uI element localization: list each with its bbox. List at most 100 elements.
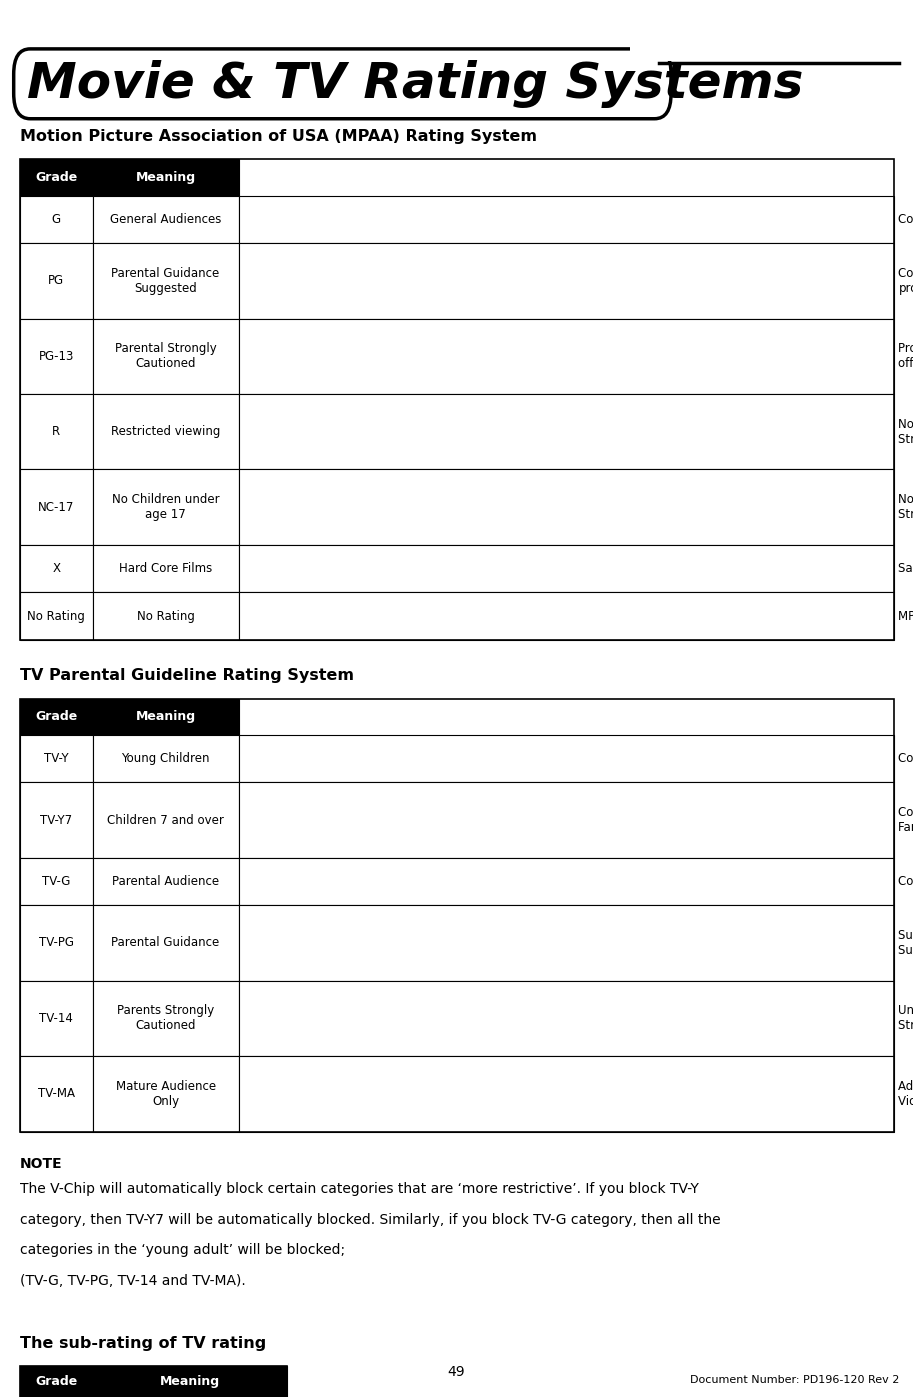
FancyBboxPatch shape bbox=[14, 49, 671, 119]
Bar bbox=[92, 905, 238, 981]
Bar bbox=[238, 243, 894, 319]
Text: The sub-rating of TV rating: The sub-rating of TV rating bbox=[20, 1336, 267, 1351]
Text: Parental Audience: Parental Audience bbox=[112, 875, 219, 888]
Bar bbox=[238, 319, 894, 394]
Text: Grade: Grade bbox=[36, 1375, 78, 1389]
Text: Same as NC-17 rating.: Same as NC-17 rating. bbox=[898, 562, 913, 576]
Text: Content not offensive to most viewers: Content not offensive to most viewers bbox=[898, 212, 913, 226]
Bar bbox=[92, 858, 238, 905]
Bar bbox=[20, 545, 92, 592]
Text: TV-PG: TV-PG bbox=[39, 936, 74, 950]
Text: TV-MA: TV-MA bbox=[37, 1087, 75, 1101]
Text: NOTE: NOTE bbox=[20, 1157, 63, 1171]
Bar bbox=[20, 698, 92, 735]
Text: 49: 49 bbox=[447, 1365, 466, 1379]
Bar bbox=[20, 394, 92, 469]
Text: Program is inappropriate for preteens, with a greater degree of
offensive materi: Program is inappropriate for preteens, w… bbox=[898, 342, 913, 370]
Text: Children 7 and over: Children 7 and over bbox=[107, 813, 224, 827]
Text: G: G bbox=[52, 212, 61, 226]
Bar bbox=[92, 698, 238, 735]
Bar bbox=[92, 1366, 287, 1397]
Text: Document Number: PD196-120 Rev 2: Document Number: PD196-120 Rev 2 bbox=[690, 1375, 899, 1386]
Text: Parental Guidance: Parental Guidance bbox=[111, 936, 220, 950]
Bar bbox=[238, 905, 894, 981]
Bar bbox=[20, 782, 92, 858]
Text: Grade: Grade bbox=[36, 170, 78, 184]
Bar bbox=[20, 469, 92, 545]
Bar bbox=[238, 545, 894, 592]
Text: TV-14: TV-14 bbox=[39, 1011, 73, 1025]
Bar bbox=[20, 592, 92, 640]
Bar bbox=[92, 196, 238, 243]
Text: Motion Picture Association of USA (MPAA) Rating System: Motion Picture Association of USA (MPAA)… bbox=[20, 129, 537, 144]
Bar bbox=[92, 159, 238, 196]
Text: No Children under
age 17: No Children under age 17 bbox=[111, 493, 219, 521]
Bar bbox=[92, 319, 238, 394]
Bar bbox=[20, 1366, 287, 1397]
Bar bbox=[238, 394, 894, 469]
Text: Young Children: Young Children bbox=[121, 752, 210, 766]
Bar bbox=[92, 469, 238, 545]
Text: TV Parental Guideline Rating System: TV Parental Guideline Rating System bbox=[20, 668, 354, 683]
Text: TV-Y: TV-Y bbox=[44, 752, 68, 766]
Text: Meaning: Meaning bbox=[160, 1375, 220, 1389]
Text: Considered suitable for children over 7, may contain
Fantasy Violence Scenes.: Considered suitable for children over 7,… bbox=[898, 806, 913, 834]
Text: TV-G: TV-G bbox=[42, 875, 70, 888]
Bar bbox=[238, 735, 894, 782]
Text: Content not offensive to most viewers: Content not offensive to most viewers bbox=[898, 752, 913, 766]
Bar bbox=[238, 782, 894, 858]
Bar bbox=[20, 735, 92, 782]
Bar bbox=[238, 196, 894, 243]
Bar bbox=[20, 159, 92, 196]
Text: PG-13: PG-13 bbox=[38, 349, 74, 363]
Text: The V-Chip will automatically block certain categories that are ‘more restrictiv: The V-Chip will automatically block cert… bbox=[20, 1182, 699, 1196]
Text: PG: PG bbox=[48, 274, 65, 288]
Text: Hard Core Films: Hard Core Films bbox=[119, 562, 212, 576]
Text: Parental Guidance
Suggested: Parental Guidance Suggested bbox=[111, 267, 220, 295]
Text: General Audiences: General Audiences bbox=[110, 212, 221, 226]
Bar bbox=[20, 243, 92, 319]
Text: Grade: Grade bbox=[36, 710, 78, 724]
Text: Movie & TV Rating Systems: Movie & TV Rating Systems bbox=[27, 60, 803, 108]
Bar bbox=[92, 592, 238, 640]
Bar bbox=[238, 469, 894, 545]
Bar bbox=[20, 1056, 92, 1132]
Text: categories in the ‘young adult’ will be blocked;: categories in the ‘young adult’ will be … bbox=[20, 1243, 345, 1257]
Bar bbox=[20, 698, 894, 1132]
Bar bbox=[238, 1056, 894, 1132]
Text: Meaning: Meaning bbox=[135, 170, 195, 184]
Bar bbox=[20, 1366, 92, 1397]
Bar bbox=[20, 319, 92, 394]
Text: MPAA Not Rated: MPAA Not Rated bbox=[898, 609, 913, 623]
Bar bbox=[92, 735, 238, 782]
Bar bbox=[20, 159, 894, 640]
Bar bbox=[92, 394, 238, 469]
Text: category, then TV-Y7 will be automatically blocked. Similarly, if you block TV-G: category, then TV-Y7 will be automatical… bbox=[20, 1213, 720, 1227]
Text: Considered suitable for all audiences; children may watch unattended.: Considered suitable for all audiences; c… bbox=[898, 875, 913, 888]
Text: Parents Strongly
Cautioned: Parents Strongly Cautioned bbox=[117, 1004, 215, 1032]
Bar bbox=[92, 782, 238, 858]
Bar bbox=[92, 981, 238, 1056]
Text: X: X bbox=[52, 562, 60, 576]
Bar bbox=[238, 592, 894, 640]
Text: Restricted viewing: Restricted viewing bbox=[110, 425, 220, 439]
Text: Content is such that parents may not want their children to view the
program.: Content is such that parents may not wan… bbox=[898, 267, 913, 295]
Bar bbox=[20, 858, 92, 905]
Text: TV-Y7: TV-Y7 bbox=[40, 813, 72, 827]
Text: Parental Strongly
Cautioned: Parental Strongly Cautioned bbox=[115, 342, 216, 370]
Bar bbox=[630, 45, 703, 61]
Text: Not for children under age 17 under any circumstances.
Strong sexual content.: Not for children under age 17 under any … bbox=[898, 493, 913, 521]
Text: Not for children under age 17.
Strong elements of sex and/or violence.: Not for children under age 17. Strong el… bbox=[898, 418, 913, 446]
Text: NC-17: NC-17 bbox=[38, 500, 75, 514]
Bar bbox=[92, 545, 238, 592]
Text: R: R bbox=[52, 425, 60, 439]
Bar bbox=[92, 1056, 238, 1132]
Text: Unsuitable for children under 14, may contain:
Strong Dialog, Bad Language, Sex,: Unsuitable for children under 14, may co… bbox=[898, 1004, 913, 1032]
Bar bbox=[20, 981, 92, 1056]
Bar bbox=[238, 981, 894, 1056]
Text: No Rating: No Rating bbox=[27, 609, 85, 623]
Bar bbox=[20, 196, 92, 243]
Bar bbox=[92, 243, 238, 319]
Text: Suggested Unsuitable for younger children, may contain:
Suggestive Dialog, Bad L: Suggested Unsuitable for younger childre… bbox=[898, 929, 913, 957]
Text: (TV-G, TV-PG, TV-14 and TV-MA).: (TV-G, TV-PG, TV-14 and TV-MA). bbox=[20, 1274, 246, 1288]
